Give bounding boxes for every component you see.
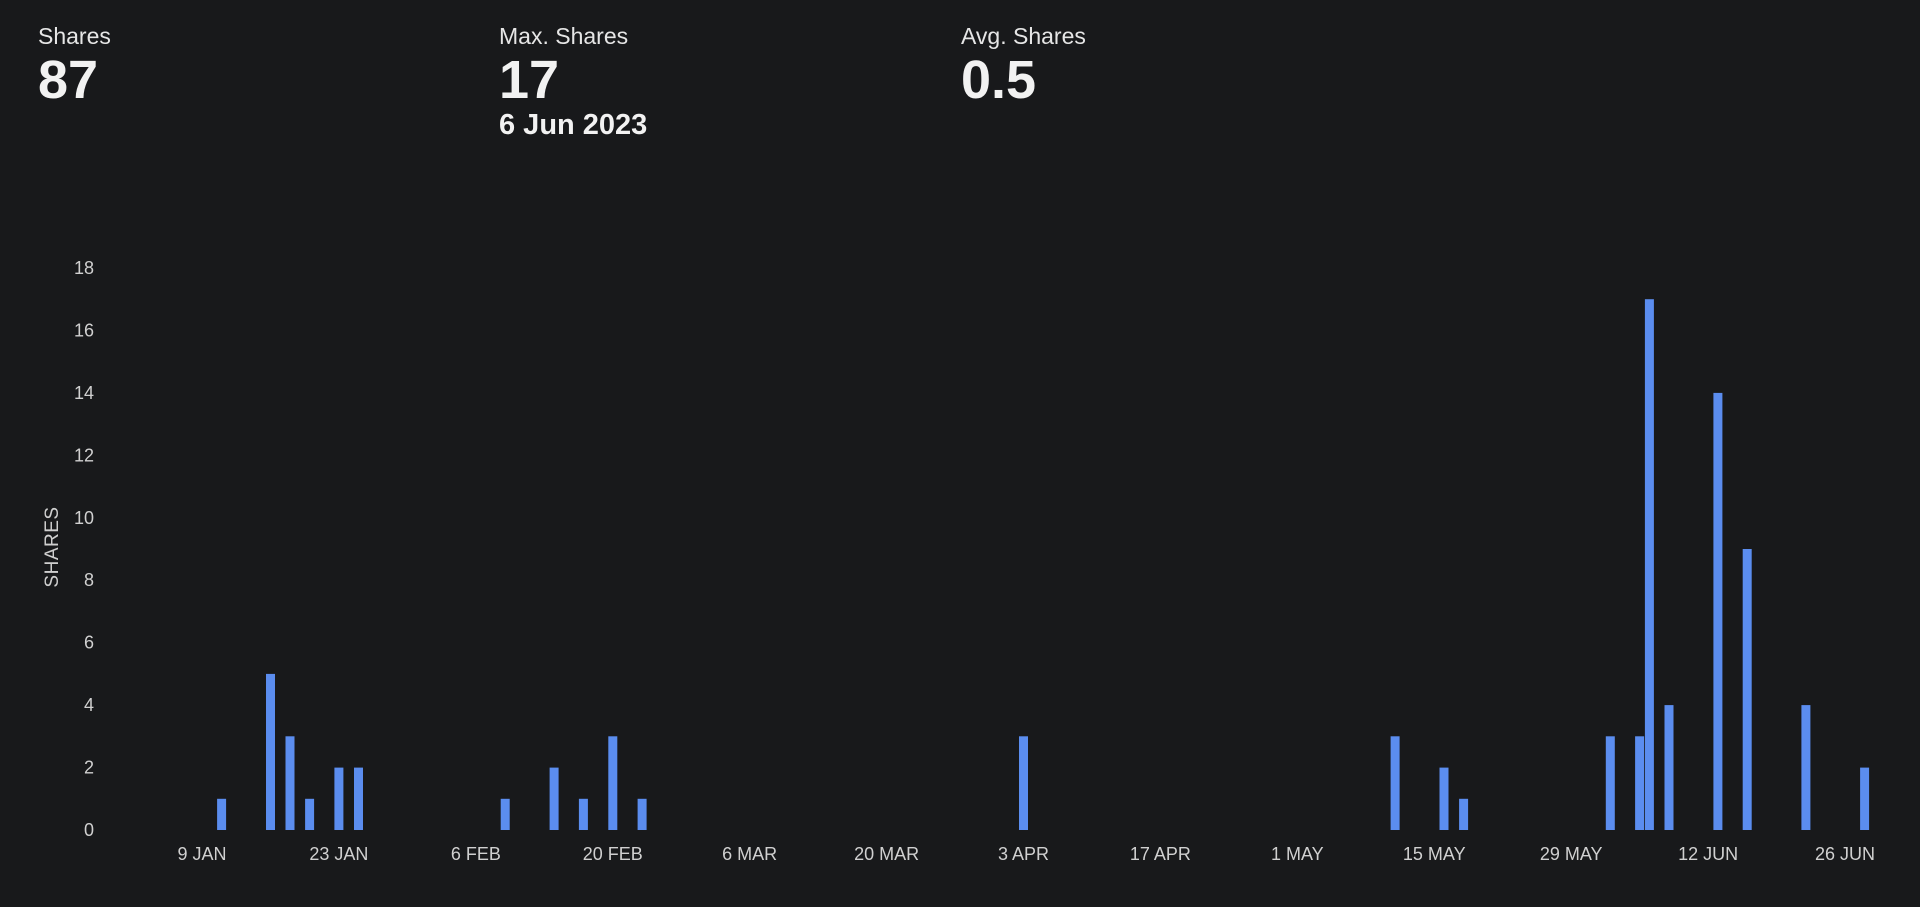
x-tick-label: 6 FEB bbox=[451, 844, 501, 864]
y-tick-label: 10 bbox=[74, 508, 94, 528]
x-tick-label: 3 APR bbox=[998, 844, 1049, 864]
x-tick-label: 12 JUN bbox=[1678, 844, 1738, 864]
y-tick-label: 2 bbox=[84, 758, 94, 778]
bar[interactable] bbox=[549, 767, 559, 830]
stat-max-value: 17 bbox=[499, 50, 560, 110]
x-tick-label: 26 JUN bbox=[1815, 844, 1875, 864]
x-tick-label: 29 MAY bbox=[1540, 844, 1603, 864]
y-tick-label: 12 bbox=[74, 445, 94, 465]
x-tick-label: 20 FEB bbox=[583, 844, 643, 864]
x-tick-label: 15 MAY bbox=[1403, 844, 1466, 864]
y-tick-label: 4 bbox=[84, 695, 94, 715]
stat-max-date: 6 Jun 2023 bbox=[499, 109, 648, 141]
y-tick-label: 0 bbox=[84, 820, 94, 840]
bar[interactable] bbox=[1664, 705, 1674, 830]
stat-shares-value: 87 bbox=[38, 50, 99, 110]
stat-shares: Shares 87 bbox=[38, 22, 111, 108]
bar[interactable] bbox=[500, 798, 510, 830]
x-tick-label: 20 MAR bbox=[854, 844, 919, 864]
y-tick-label: 8 bbox=[84, 570, 94, 590]
bar[interactable] bbox=[1019, 736, 1028, 830]
bar[interactable] bbox=[1459, 798, 1469, 830]
x-tick-label: 23 JAN bbox=[309, 844, 368, 864]
x-tick-label: 9 JAN bbox=[177, 844, 226, 864]
y-axis: 0 2 4 6 8 10 12 14 16 18 bbox=[74, 258, 94, 840]
bar[interactable] bbox=[608, 736, 618, 830]
bar[interactable] bbox=[1390, 736, 1400, 830]
y-tick-label: 14 bbox=[74, 383, 94, 403]
bar[interactable] bbox=[1801, 705, 1811, 830]
bar[interactable] bbox=[266, 673, 275, 830]
bar[interactable] bbox=[637, 798, 647, 830]
y-tick-label: 18 bbox=[74, 258, 94, 278]
bar[interactable] bbox=[285, 736, 295, 830]
stat-avg-value: 0.5 bbox=[961, 50, 1037, 110]
bar[interactable] bbox=[334, 767, 344, 830]
stat-shares-label: Shares bbox=[38, 23, 111, 49]
bar[interactable] bbox=[1635, 736, 1645, 830]
bar[interactable] bbox=[1605, 736, 1615, 830]
x-axis: 9 JAN 23 JAN 6 FEB 20 FEB 6 MAR 20 MAR 3 APR 17… bbox=[177, 844, 1875, 864]
y-axis-title: SHARES bbox=[42, 506, 63, 587]
bar[interactable] bbox=[1439, 767, 1449, 830]
y-tick-label: 16 bbox=[74, 320, 94, 340]
bar[interactable] bbox=[578, 798, 588, 830]
x-tick-label: 6 MAR bbox=[722, 844, 777, 864]
x-tick-label: 17 APR bbox=[1130, 844, 1191, 864]
bar[interactable] bbox=[1742, 549, 1752, 830]
bar[interactable] bbox=[305, 798, 315, 830]
y-tick-label: 6 bbox=[84, 633, 94, 653]
bar[interactable] bbox=[1860, 767, 1870, 830]
bar[interactable] bbox=[1713, 392, 1723, 830]
stat-max-shares: Max. Shares 17 6 Jun 2023 bbox=[499, 22, 647, 142]
bars bbox=[217, 299, 1870, 830]
x-tick-label: 1 MAY bbox=[1271, 844, 1324, 864]
bar[interactable] bbox=[1644, 299, 1654, 830]
bar[interactable] bbox=[217, 798, 227, 830]
stat-avg-shares: Avg. Shares 0.5 bbox=[961, 22, 1086, 108]
stat-max-label: Max. Shares bbox=[499, 23, 629, 49]
bar[interactable] bbox=[354, 767, 363, 830]
stat-avg-label: Avg. Shares bbox=[961, 23, 1086, 49]
